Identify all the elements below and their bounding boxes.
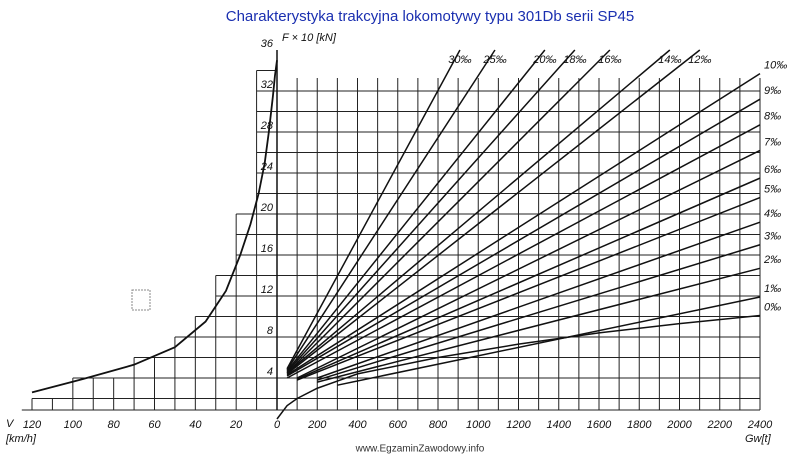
info-icon	[131, 289, 151, 311]
gradient-line	[286, 49, 461, 370]
gradient-line	[286, 49, 611, 374]
series-label: 2‰	[763, 254, 781, 266]
series-label: 9‰	[764, 85, 781, 97]
series-label: 7‰	[764, 136, 781, 148]
y-axis-label: F × 10 [kN]	[282, 32, 337, 44]
v-tick-label: 100	[64, 419, 83, 431]
series-label: 30‰	[448, 54, 471, 66]
gradient-line	[337, 296, 761, 386]
x-tick-label: 2400	[747, 419, 773, 431]
v-tick-label: 60	[148, 419, 161, 431]
x-tick-label: 1200	[506, 419, 531, 431]
series-label: 18‰	[563, 54, 586, 66]
x-tick-label: 2000	[666, 419, 692, 431]
v-axis-unit: [km/h]	[5, 433, 37, 445]
series-label: 16‰	[598, 54, 621, 66]
series-label: 0‰	[764, 301, 781, 313]
x-tick-label: 1400	[547, 419, 572, 431]
series-label: 6‰	[764, 164, 781, 176]
v-tick-label: 40	[189, 419, 202, 431]
gradient-line	[286, 98, 761, 377]
y-tick-label: 4	[267, 366, 273, 378]
series-label: 1‰	[764, 283, 781, 295]
traction-curve	[31, 60, 278, 394]
gradient-line	[286, 124, 761, 379]
series-label: 25‰	[482, 54, 506, 66]
series-label: 8‰	[764, 111, 781, 123]
x-tick-label: 1600	[587, 419, 612, 431]
y-tick-label: 28	[260, 120, 274, 132]
series-label: 20‰	[532, 54, 556, 66]
gradient-line	[286, 49, 546, 372]
y-tick-label: 16	[261, 243, 274, 255]
y-tick-label: 12	[261, 284, 273, 296]
gradient-line	[286, 49, 496, 371]
gradient-line	[317, 221, 761, 379]
v-axis-label: V	[6, 418, 15, 430]
gradient-line	[317, 267, 761, 383]
v-tick-label: 0	[274, 419, 281, 431]
gradient-line	[276, 314, 761, 420]
x-tick-label: 600	[389, 419, 408, 431]
x-tick-label: 1000	[466, 419, 491, 431]
gradient-line	[286, 49, 671, 374]
x-tick-label: 400	[348, 419, 367, 431]
gradient-line	[317, 244, 761, 381]
gradient-line	[286, 49, 701, 375]
series-label: 3‰	[764, 231, 781, 243]
gradient-line	[286, 49, 576, 373]
watermark: www.EgzaminZawodowy.info	[355, 444, 485, 455]
y-tick-label: 32	[261, 79, 273, 91]
x-tick-label: 1800	[627, 419, 652, 431]
y-tick-label: 20	[260, 202, 274, 214]
series-label: 14‰	[658, 54, 681, 66]
series-label: 10‰	[764, 59, 787, 71]
v-tick-label: 80	[108, 419, 121, 431]
y-tick-label: 8	[267, 325, 274, 337]
series-label: 4‰	[764, 208, 781, 220]
gradient-line	[286, 72, 761, 376]
v-tick-label: 20	[229, 419, 243, 431]
x-tick-label: 2200	[707, 419, 733, 431]
x-tick-label: 800	[429, 419, 448, 431]
x-tick-label: 200	[307, 419, 327, 431]
gradient-line	[296, 177, 761, 380]
y-tick-label: 36	[261, 38, 274, 50]
x-axis-label: Gw[t]	[745, 433, 772, 445]
v-tick-label: 120	[23, 419, 42, 431]
y-tick-label: 24	[260, 161, 273, 173]
gradient-line	[296, 196, 761, 381]
series-label: 5‰	[764, 184, 781, 196]
series-label: 12‰	[688, 54, 711, 66]
chart-title: Charakterystyka trakcyjna lokomotywy typ…	[226, 8, 635, 25]
gradient-line	[296, 149, 761, 379]
